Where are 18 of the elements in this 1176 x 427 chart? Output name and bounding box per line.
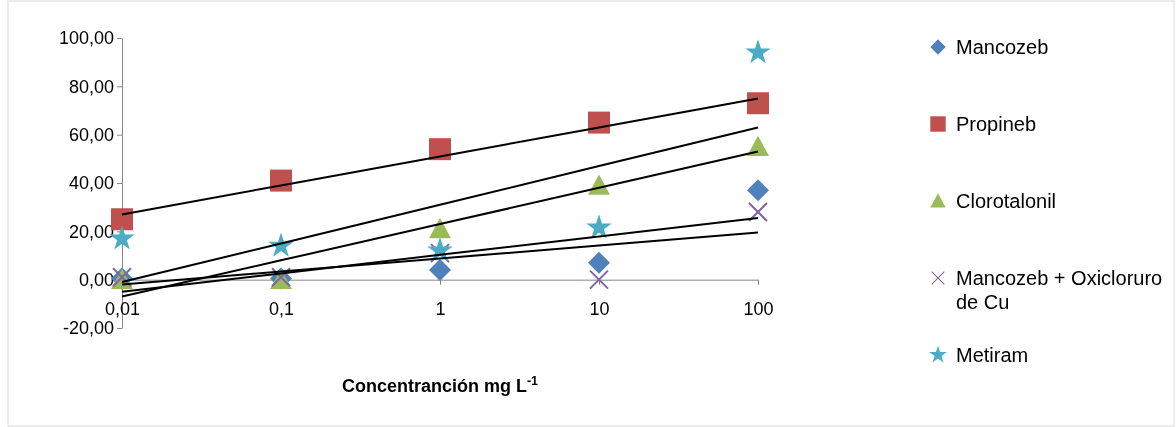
legend-label: Propineb	[956, 113, 1037, 135]
x-axis-title: Concentranción mg L$^{-1}$	[341, 374, 539, 396]
y-tick-label: 100,00	[58, 28, 114, 49]
y-tick-label: 80,00	[68, 76, 114, 97]
legend-label: Metiram	[956, 344, 1029, 366]
legend-label: Mancozeb	[956, 36, 1049, 58]
y-tick-label: 40,00	[68, 173, 114, 194]
x-tick-label: 10	[589, 298, 610, 319]
y-tick-label: -20,00	[62, 318, 114, 339]
legend-label: Mancozeb + Oxicloruro de Cu	[956, 267, 1163, 313]
x-tick-label: 0,1	[268, 298, 295, 319]
legend-label: Clorotalonil	[956, 190, 1057, 212]
y-tick-label: 0,00	[78, 269, 114, 290]
y-tick-label: 60,00	[68, 124, 114, 145]
x-tick-label: 0,01	[104, 298, 141, 319]
x-tick-label: 100	[743, 298, 774, 319]
y-tick-label: 20,00	[68, 221, 114, 242]
x-tick-label: 1	[435, 298, 446, 319]
